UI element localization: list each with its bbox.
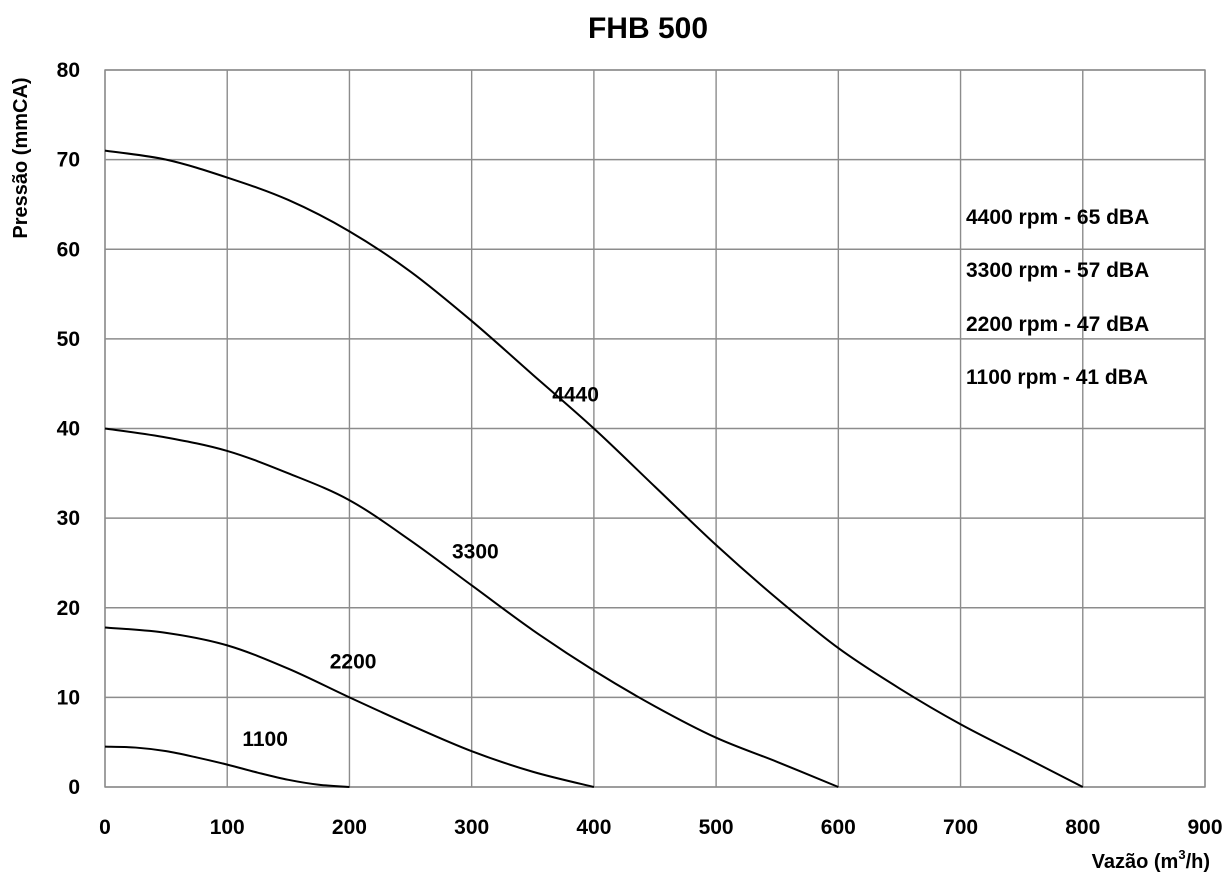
- curve-label-3300: 3300: [452, 540, 499, 563]
- y-axis-label: Pressão (mmCA): [10, 77, 32, 238]
- curves: [104, 149, 1084, 788]
- x-tick-label: 300: [454, 816, 489, 839]
- curve-labels: 4440 3300 2200 1100: [242, 384, 599, 751]
- y-tick-label: 40: [57, 418, 80, 441]
- curve-2200: [104, 626, 595, 788]
- y-tick-label: 10: [57, 686, 80, 709]
- annotation-4400: 4400 rpm - 65 dBA: [966, 206, 1149, 229]
- y-tick-label: 50: [57, 328, 80, 351]
- rpm-annotations: 4400 rpm - 65 dBA 3300 rpm - 57 dBA 2200…: [966, 206, 1149, 389]
- curve-label-1100: 1100: [242, 728, 288, 751]
- curve-4440: [104, 149, 1084, 788]
- curve-1100: [104, 745, 350, 788]
- curve-label-4440: 4440: [552, 384, 599, 407]
- x-tick-label: 900: [1187, 816, 1222, 839]
- annotation-1100: 1100 rpm - 41 dBA: [966, 366, 1148, 389]
- y-tick-label: 30: [57, 507, 80, 530]
- x-axis-label: Vazão (m3/h): [1092, 847, 1210, 873]
- x-tick-label: 700: [943, 816, 978, 839]
- x-tick-label: 600: [821, 816, 856, 839]
- annotation-3300: 3300 rpm - 57 dBA: [966, 259, 1149, 282]
- curve-label-2200: 2200: [330, 651, 377, 674]
- x-tick-labels: 0 100 200 300 400 500 600 700 800 900: [99, 816, 1222, 839]
- x-tick-label: 400: [576, 816, 611, 839]
- x-tick-label: 800: [1065, 816, 1100, 839]
- x-tick-label: 100: [210, 816, 245, 839]
- x-tick-label: 500: [699, 816, 734, 839]
- grid: [104, 69, 1206, 788]
- chart-title: FHB 500: [588, 12, 708, 45]
- x-tick-label: 200: [332, 816, 367, 839]
- y-tick-labels: 0 10 20 30 40 50 60 70 80: [57, 59, 80, 799]
- curve-3300: [104, 427, 839, 788]
- y-tick-label: 70: [57, 149, 80, 172]
- y-tick-label: 60: [57, 238, 80, 261]
- y-tick-label: 20: [57, 597, 80, 620]
- annotation-2200: 2200 rpm - 47 dBA: [966, 313, 1149, 336]
- x-tick-label: 0: [99, 816, 111, 839]
- y-tick-label: 0: [68, 776, 80, 799]
- y-tick-label: 80: [57, 59, 80, 82]
